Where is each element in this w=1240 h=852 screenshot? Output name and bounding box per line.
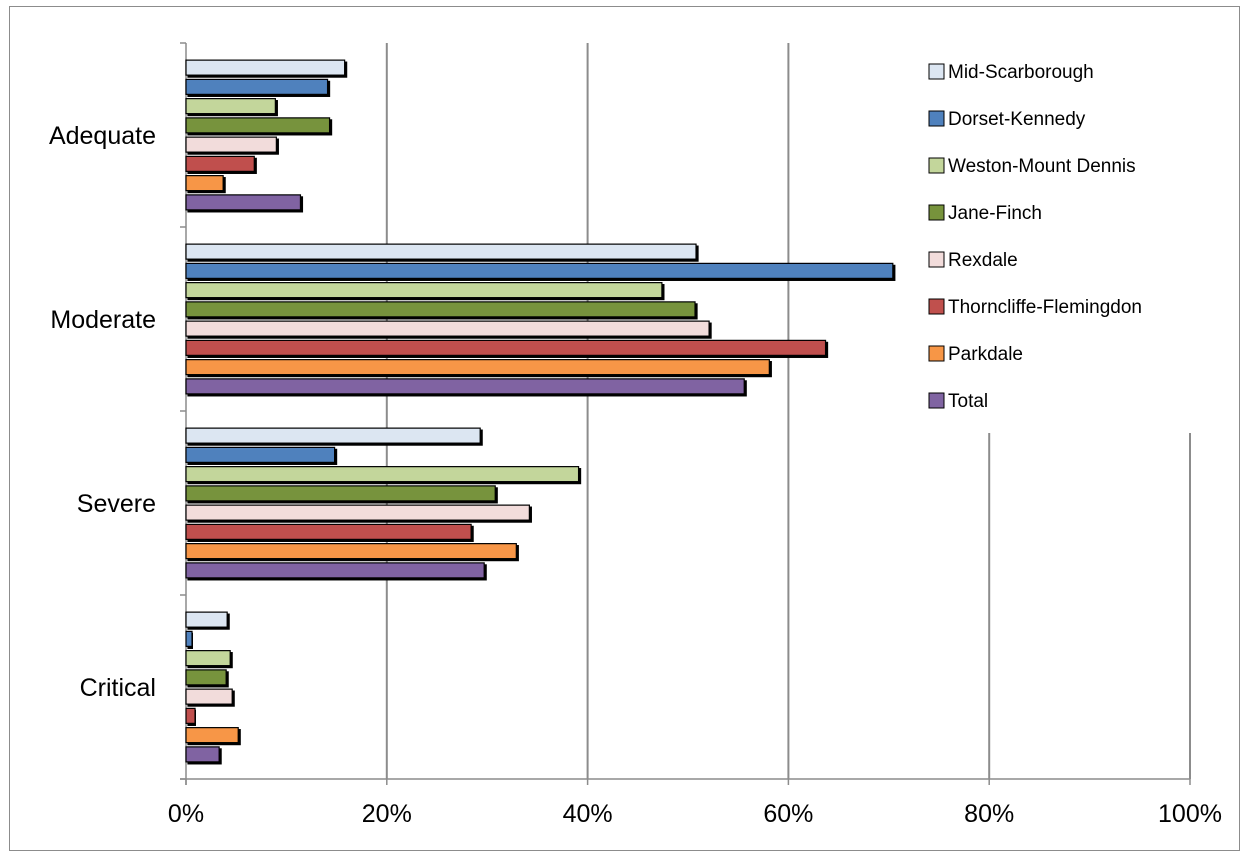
legend-swatch [928,251,945,268]
bar-mid-scarborough-severe [185,427,481,444]
legend-label: Total [948,391,988,412]
category-label: Adequate [49,122,156,150]
bar-thorncliffe-flemingdon-moderate [185,339,827,356]
bar-total-moderate [185,378,745,395]
bar-parkdale-moderate [185,359,770,376]
legend-label: Weston-Mount Dennis [948,156,1136,177]
bar-parkdale-critical [185,727,239,744]
legend-swatch [928,204,945,221]
x-tick-label: 40% [563,800,613,828]
legend-swatch [928,63,945,80]
legend-swatch [928,110,945,127]
x-tick-label: 100% [1158,800,1222,828]
bar-rexdale-critical [185,688,233,705]
legend-label: Mid-Scarborough [948,62,1094,83]
bar-mid-scarborough-critical [185,611,228,628]
bar-jane-finch-severe [185,485,496,502]
x-tick-label: 80% [964,800,1014,828]
bar-jane-finch-moderate [185,301,696,318]
bar-mid-scarborough-adequate [185,59,346,76]
legend-label: Dorset-Kennedy [948,109,1086,130]
bars [185,59,894,763]
bar-thorncliffe-flemingdon-adequate [185,155,255,172]
bar-jane-finch-adequate [185,117,331,134]
bar-weston-mount-dennis-adequate [185,98,276,115]
bar-dorset-kennedy-severe [185,446,336,463]
bar-dorset-kennedy-critical [185,630,193,647]
category-label: Moderate [50,306,156,334]
x-tick-labels: 0% 20% 40% 60% 80% 100% [168,800,1222,828]
legend-label: Parkdale [948,344,1023,365]
category-label: Critical [80,674,156,702]
bar-rexdale-adequate [185,136,277,153]
bar-thorncliffe-flemingdon-severe [185,523,472,540]
legend-swatch [928,298,945,315]
category-label: Severe [77,490,156,518]
legend-label: Rexdale [948,250,1018,271]
legend-label: Thorncliffe-Flemingdon [948,297,1142,318]
bar-total-critical [185,746,220,763]
legend-swatch [928,157,945,174]
x-tick-label: 60% [763,800,813,828]
bar-total-severe [185,562,485,579]
legend: Mid-Scarborough Dorset-Kennedy Weston-Moun… [906,37,1216,433]
legend-swatch [928,345,945,362]
bar-weston-mount-dennis-moderate [185,282,663,299]
bar-jane-finch-critical [185,669,227,686]
x-tick-label: 20% [362,800,412,828]
bar-weston-mount-dennis-severe [185,466,580,483]
bar-thorncliffe-flemingdon-critical [185,707,196,724]
bar-total-adequate [185,194,302,211]
chart-frame: Adequate Moderate Severe Critical 0% 20% 40% 6… [9,6,1240,851]
legend-swatch [928,392,945,409]
x-tick-label: 0% [168,800,204,828]
bar-weston-mount-dennis-critical [185,650,231,667]
bar-rexdale-moderate [185,320,710,337]
legend-background [906,37,1216,433]
bar-parkdale-adequate [185,175,224,192]
category-labels: Adequate Moderate Severe Critical [49,122,156,702]
bar-chart: Adequate Moderate Severe Critical 0% 20% 40% 6… [49,37,1222,828]
bar-mid-scarborough-moderate [185,243,697,260]
bar-rexdale-severe [185,504,530,521]
legend-label: Jane-Finch [948,203,1042,224]
bar-dorset-kennedy-moderate [185,262,894,279]
bar-parkdale-severe [185,543,517,560]
bar-dorset-kennedy-adequate [185,78,329,95]
